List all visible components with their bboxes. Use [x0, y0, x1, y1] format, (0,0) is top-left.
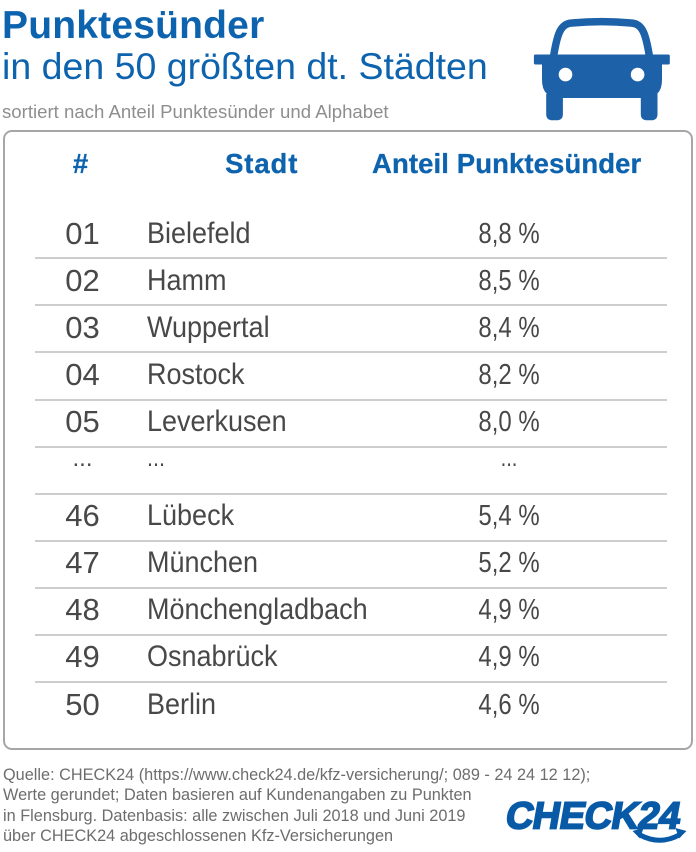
svg-text:CHECK24: CHECK24	[503, 795, 685, 837]
